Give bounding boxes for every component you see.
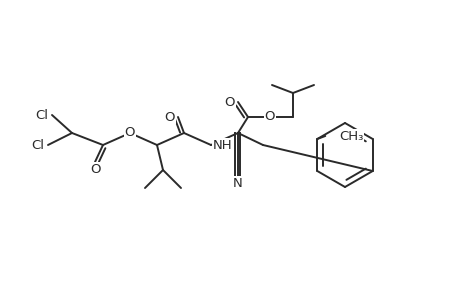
Text: O: O — [264, 110, 274, 122]
Text: O: O — [90, 163, 101, 176]
Text: NH: NH — [213, 139, 232, 152]
Text: Cl: Cl — [31, 139, 44, 152]
Text: Cl: Cl — [35, 109, 48, 122]
Text: CH₃: CH₃ — [339, 130, 363, 142]
Text: N: N — [233, 177, 242, 190]
Text: O: O — [124, 125, 135, 139]
Text: O: O — [224, 95, 235, 109]
Text: O: O — [164, 110, 174, 124]
